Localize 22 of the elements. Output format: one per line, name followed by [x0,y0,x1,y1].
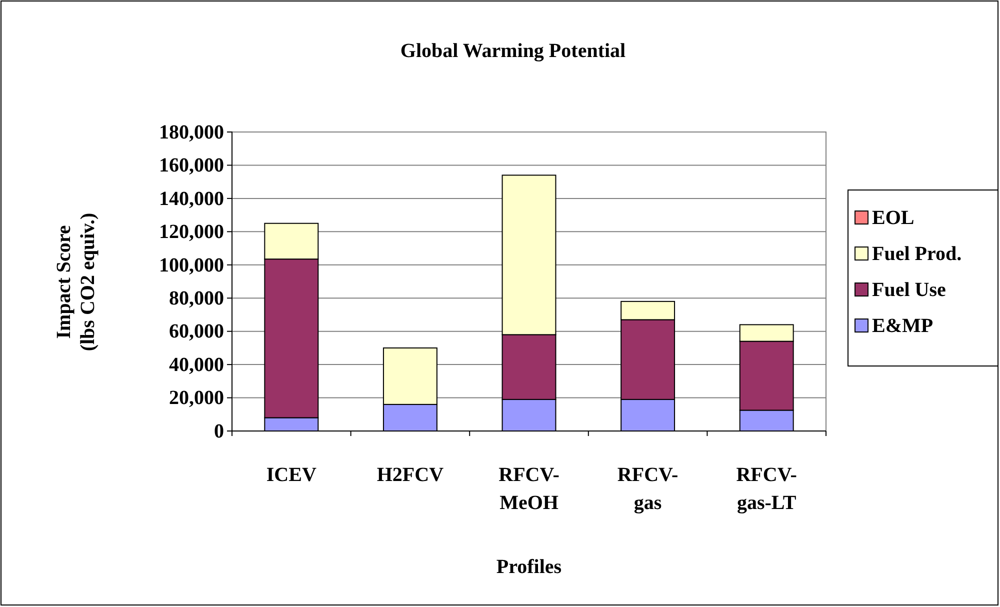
y-tick-label: 0 [214,420,224,442]
y-tick-label: 140,000 [159,188,224,210]
y-tick-label: 160,000 [159,154,224,177]
x-tick-label: RFCV-MeOH [498,464,560,514]
y-tick-label: 180,000 [159,121,224,144]
x-tick-label: ICEV [266,464,317,486]
y-tick-label: 80,000 [169,288,224,310]
legend-label: Fuel Use [872,279,946,301]
x-axis-title: Profiles [496,556,562,578]
x-tick-label: RFCV-gas [617,464,678,514]
x-tick-label: RFCV-gas-LT [736,464,797,514]
x-tick-label: H2FCV [376,464,444,486]
legend-label: Fuel Prod. [872,243,962,265]
legend-label: EOL [872,207,914,229]
chart-title: Global Warming Potential [400,40,626,62]
y-axis-title: Impact Score (lbs CO2 equiv.) [53,212,99,352]
y-tick-label: 120,000 [159,221,224,244]
y-tick-label: 100,000 [159,254,224,276]
y-tick-label: 60,000 [169,320,224,343]
legend-label: E&MP [872,315,934,337]
y-tick-label: 40,000 [169,354,224,376]
y-tick-label: 20,000 [169,387,224,410]
